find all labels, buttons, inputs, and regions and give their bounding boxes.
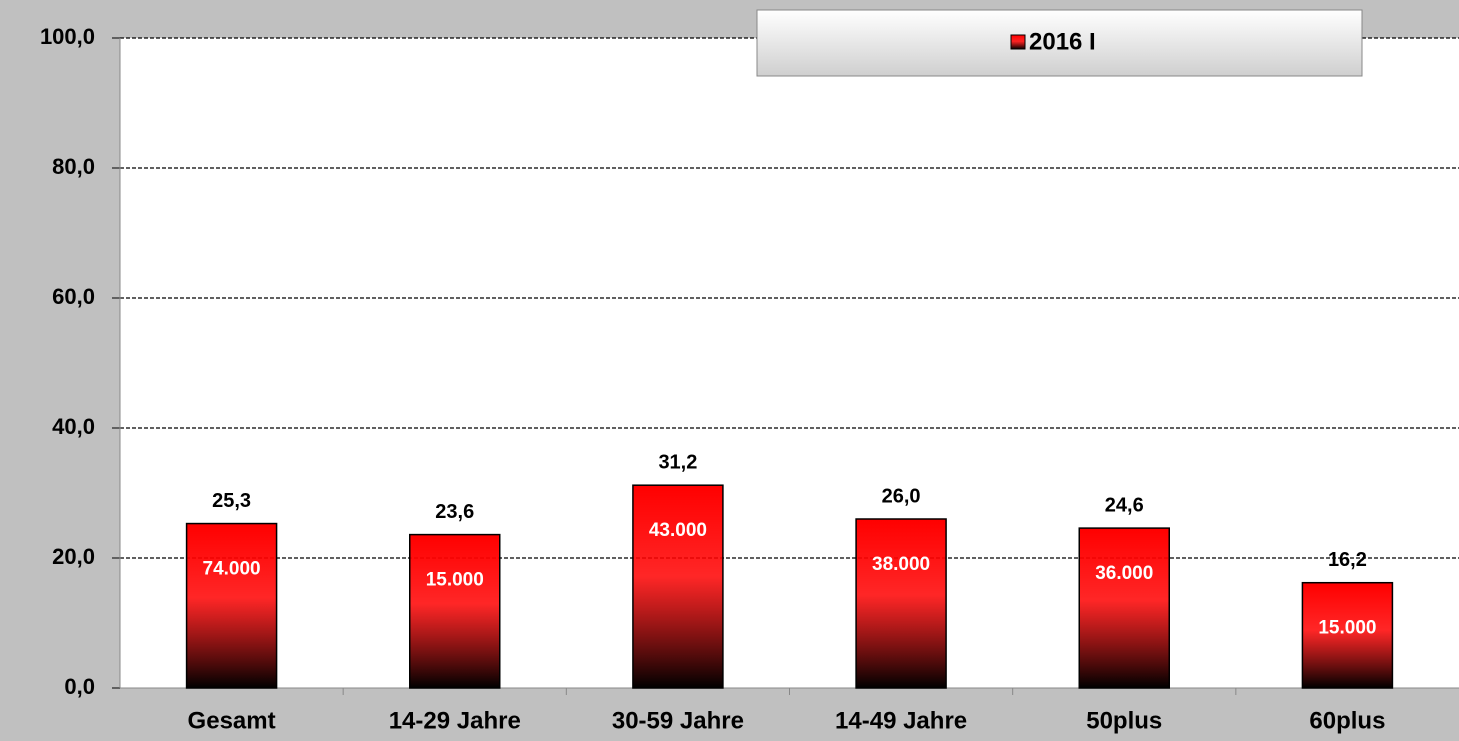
legend-marker [1010,34,1026,50]
bar-label: 15.000 [426,570,484,591]
bar-label: 38.000 [872,554,930,575]
y-tick-label: 40,0 [52,414,95,439]
bar-label: 74.000 [203,559,261,580]
bar [409,533,501,689]
bar-label: 36.000 [1095,563,1153,584]
x-tick-label: 50plus [1086,707,1162,734]
bar [1078,527,1170,689]
value-label: 23,6 [435,501,474,523]
bar-label: 15.000 [1318,618,1376,639]
y-tick-label: 60,0 [52,284,95,309]
value-label: 24,6 [1105,494,1144,516]
y-tick-label: 80,0 [52,154,95,179]
value-label: 31,2 [658,451,697,473]
value-label: 16,2 [1328,549,1367,571]
y-tick-label: 0,0 [64,674,95,699]
legend-label: 2016 I [1029,28,1096,55]
x-tick-label: 14-49 Jahre [835,707,967,734]
legend [756,9,1363,77]
x-tick-label: 30-59 Jahre [612,707,744,734]
bar [855,518,947,689]
x-tick-label: 14-29 Jahre [389,707,521,734]
plot-area [120,38,1459,688]
bar-label: 43.000 [649,520,707,541]
value-label: 25,3 [212,490,251,512]
y-tick-label: 20,0 [52,544,95,569]
x-tick-label: 60plus [1309,707,1385,734]
bar [185,522,278,689]
bar [1301,581,1394,689]
value-label: 26,0 [882,485,921,507]
x-tick-label: Gesamt [188,707,276,734]
y-tick-label: 100,0 [40,24,95,49]
bar [632,484,724,689]
